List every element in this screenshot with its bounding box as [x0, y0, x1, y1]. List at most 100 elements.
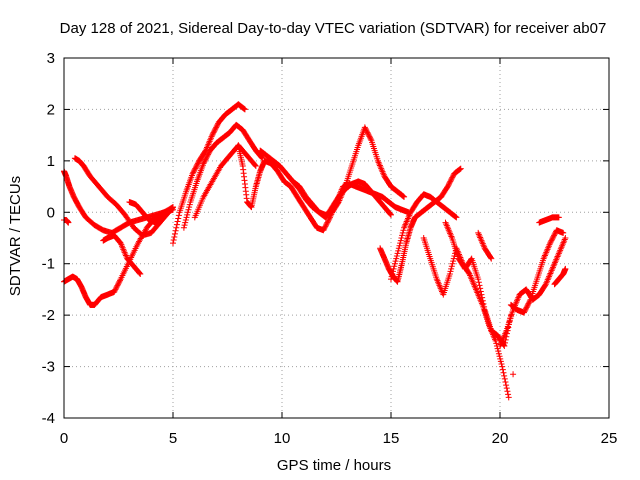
x-tick-label: 25	[601, 430, 618, 447]
data-point	[186, 201, 193, 208]
data-point	[241, 105, 248, 112]
data-point	[550, 233, 557, 240]
data-point	[203, 154, 210, 160]
y-tick-label: -1	[42, 256, 55, 273]
data-point	[501, 372, 508, 379]
series-S	[507, 227, 567, 316]
x-tick-label: 20	[492, 430, 509, 447]
data-point	[116, 278, 123, 285]
series-H	[180, 121, 266, 231]
x-tick-label: 15	[383, 430, 400, 447]
data-point	[447, 178, 454, 185]
data-point	[548, 237, 555, 244]
data-point	[479, 294, 486, 301]
y-axis-label: SDTVAR / TECUs	[7, 176, 24, 296]
data-point	[493, 340, 500, 347]
data-point	[457, 165, 464, 172]
data-point	[499, 363, 506, 370]
data-point	[111, 287, 118, 294]
data-point	[211, 127, 218, 133]
data-point	[450, 258, 457, 265]
series-G	[170, 101, 248, 247]
data-point	[400, 227, 407, 234]
data-point	[524, 303, 531, 310]
data-point	[497, 355, 504, 362]
data-point	[549, 236, 556, 243]
data-point	[448, 263, 455, 270]
data-point	[113, 285, 120, 292]
data-point	[478, 291, 485, 298]
data-point	[201, 157, 208, 164]
data-point	[362, 125, 369, 132]
data-point	[194, 161, 201, 168]
data-point	[326, 215, 333, 222]
data-point	[211, 128, 218, 135]
x-tick-label: 0	[60, 430, 68, 447]
data-point	[397, 240, 404, 247]
data-point	[448, 175, 455, 182]
y-tick-label: -2	[42, 307, 55, 324]
data-point	[240, 105, 247, 112]
data-point	[324, 218, 331, 225]
y-tick-label: 3	[47, 50, 55, 67]
data-point	[190, 169, 197, 176]
data-point	[449, 260, 456, 267]
data-point	[524, 301, 531, 308]
data-point	[173, 224, 180, 231]
data-point	[398, 235, 405, 241]
data-point	[325, 217, 332, 223]
data-point	[396, 242, 403, 249]
data-point	[477, 288, 484, 295]
data-point	[366, 133, 373, 140]
series-N	[388, 191, 460, 283]
data-point	[172, 227, 179, 234]
data-point	[488, 255, 495, 262]
data-point	[189, 170, 196, 177]
data-point	[446, 271, 453, 277]
data-point	[449, 174, 456, 181]
grid-lines	[64, 58, 609, 418]
data-point	[387, 211, 394, 218]
x-tick-label: 10	[274, 430, 291, 447]
data-point	[65, 219, 72, 226]
data-point	[521, 308, 528, 315]
data-point	[186, 204, 193, 211]
data-point	[446, 179, 453, 186]
data-point	[115, 280, 122, 286]
y-tick-label: 0	[47, 204, 55, 221]
data-point	[174, 218, 181, 225]
data-point	[251, 161, 258, 168]
data-point	[393, 255, 400, 262]
data-point	[503, 382, 510, 389]
data-point	[192, 164, 199, 171]
series-F	[126, 199, 172, 226]
data-point	[210, 129, 217, 136]
data-point	[183, 214, 190, 221]
data-point	[479, 297, 486, 304]
data-point	[499, 366, 506, 373]
data-point	[389, 271, 396, 277]
data-point	[445, 181, 452, 187]
data-point	[388, 211, 394, 218]
data-point	[453, 214, 460, 221]
data-point	[447, 268, 454, 275]
data-points	[61, 101, 569, 401]
data-point	[522, 305, 529, 312]
data-point	[175, 215, 182, 222]
data-point	[213, 123, 220, 130]
data-point	[503, 385, 510, 392]
x-tick-label: 5	[169, 430, 177, 447]
data-point	[194, 160, 201, 167]
data-point	[184, 209, 191, 216]
data-point	[241, 106, 248, 113]
data-point	[112, 286, 119, 293]
data-point	[213, 124, 220, 131]
series-P	[442, 219, 514, 349]
data-point	[447, 177, 454, 184]
data-point	[448, 265, 455, 272]
data-point	[324, 219, 331, 226]
data-point	[111, 289, 118, 295]
data-point	[390, 265, 397, 272]
y-tick-label: -4	[42, 410, 55, 427]
